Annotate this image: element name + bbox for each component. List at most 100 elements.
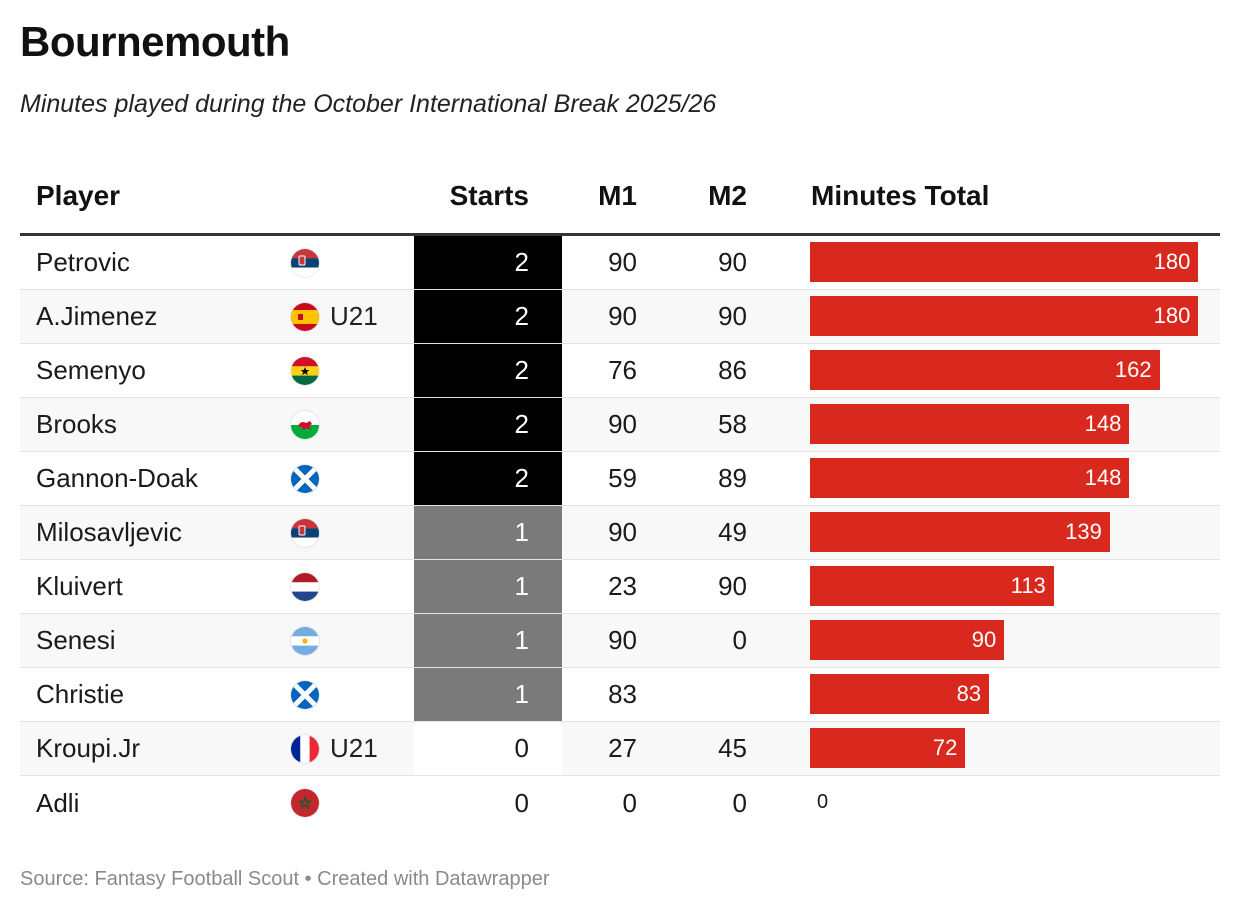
starts-cell: 2 [414,452,562,505]
player-name: Christie [36,679,125,709]
argentina-flag-icon [291,626,319,655]
serbia-flag-icon [291,248,319,277]
scotland-flag-icon [291,680,319,709]
column-header-player[interactable]: Player [36,180,121,211]
bar-area: 162 [810,344,1220,397]
m1-cell: 90 [608,409,637,439]
column-header-m2[interactable]: M2 [708,180,747,211]
player-name: Petrovic [36,247,130,277]
starts-cell: 1 [414,506,562,559]
m1-cell: 90 [608,517,637,547]
starts-cell: 2 [414,398,562,451]
starts-cell: 1 [414,560,562,613]
m2-cell: 0 [732,787,747,818]
minutes-total-label: 139 [1065,519,1102,544]
starts-cell: 1 [414,668,562,721]
morocco-flag-icon [291,789,319,817]
bar-area: 113 [810,560,1220,613]
netherlands-flag-icon [291,572,319,601]
m1-cell: 27 [608,733,637,763]
m1-cell: 90 [608,625,637,655]
minutes-total-bar [810,404,1130,444]
minutes-table: Player Starts M1 M2 Minutes Total Petrov… [20,170,1220,830]
france-flag-icon [291,734,319,763]
player-name: Brooks [36,409,117,439]
chart-title: Bournemouth [20,18,290,65]
serbia-flag-icon [291,518,319,547]
minutes-total-bar [810,458,1130,498]
bar-area: 83 [810,668,1220,721]
player-name: Kroupi.Jr [36,733,141,763]
minutes-total-label: 162 [1114,357,1152,382]
player-name: A.Jimenez [36,301,158,331]
m2-cell [680,668,747,721]
table-row: Brooks 2 90 58 148 [20,398,1220,452]
bar-area: 180 [810,236,1220,289]
bar-area: 0 [810,776,1220,830]
table-row: A.Jimenez U21 2 90 90 180 [20,290,1220,344]
player-name: Adli [36,787,80,818]
m2-cell: 49 [718,517,747,547]
m2-cell: 90 [718,571,747,601]
m1-cell: 0 [622,787,637,818]
chart-subtitle: Minutes played during the October Intern… [20,90,717,118]
m1-cell: 23 [608,571,637,601]
m1-cell: 90 [608,247,637,277]
table-row: Milosavljevic 1 90 49 139 [20,506,1220,560]
column-header-minutes-total[interactable]: Minutes Total [811,180,990,211]
minutes-total-bar [810,674,990,714]
minutes-total-bar [810,242,1199,282]
m1-cell: 90 [608,301,637,331]
minutes-total-label: 148 [1084,411,1122,436]
player-name: Gannon-Doak [36,463,198,493]
bar-area: 180 [810,290,1220,343]
minutes-total-label: 180 [1153,303,1191,328]
scotland-flag-icon [291,464,319,493]
minutes-total-label: 90 [971,627,997,652]
u21-tag: U21 [330,301,378,331]
m2-cell: 89 [718,463,747,493]
starts-cell: 1 [414,614,562,667]
starts-cell: 2 [414,236,562,289]
table-row: Adli 0 0 0 0 [20,776,1220,830]
player-name: Kluivert [36,571,123,601]
m2-cell: 58 [718,409,747,439]
m2-cell: 90 [718,247,747,277]
bar-area: 90 [810,614,1220,667]
table-row: Kroupi.Jr U21 0 27 45 72 [20,722,1220,776]
column-header-starts[interactable]: Starts [449,180,529,211]
column-header-m1[interactable]: M1 [598,180,637,211]
player-name: Semenyo [36,355,146,385]
m1-cell: 83 [608,679,637,709]
table-row: Petrovic 2 90 90 180 [20,236,1220,290]
minutes-total-bar [810,728,966,768]
minutes-total-label: 180 [1153,249,1191,274]
minutes-total-label: 113 [1010,573,1046,598]
starts-cell: 2 [414,290,562,343]
starts-cell: 0 [414,776,562,830]
table-row: Semenyo 2 76 86 162 [20,344,1220,398]
ghana-flag-icon [291,356,319,385]
minutes-total-label: 0 [817,790,829,813]
m1-cell: 59 [608,463,637,493]
starts-cell: 2 [414,344,562,397]
m1-cell: 76 [608,355,637,385]
table-body: Petrovic 2 90 90 180 A.Jimenez U21 2 90 90 180 Seme… [20,236,1220,830]
bar-area: 148 [810,452,1220,505]
minutes-total-label: 148 [1084,465,1122,490]
minutes-total-bar [810,566,1054,606]
spain-flag-icon [291,302,319,331]
player-name: Senesi [36,625,116,655]
table-row: Senesi 1 90 0 90 [20,614,1220,668]
m2-cell: 45 [718,733,747,763]
m2-cell: 86 [718,355,747,385]
minutes-total-bar [810,512,1110,552]
player-name: Milosavljevic [36,517,182,547]
source-footer: Source: Fantasy Football Scout • Created… [20,868,550,890]
table-header: Player Starts M1 M2 Minutes Total [20,170,1220,236]
m2-cell: 0 [732,625,747,655]
minutes-total-bar [810,350,1160,390]
m2-cell: 90 [718,301,747,331]
minutes-total-bar [810,296,1199,336]
starts-cell: 0 [414,722,562,775]
